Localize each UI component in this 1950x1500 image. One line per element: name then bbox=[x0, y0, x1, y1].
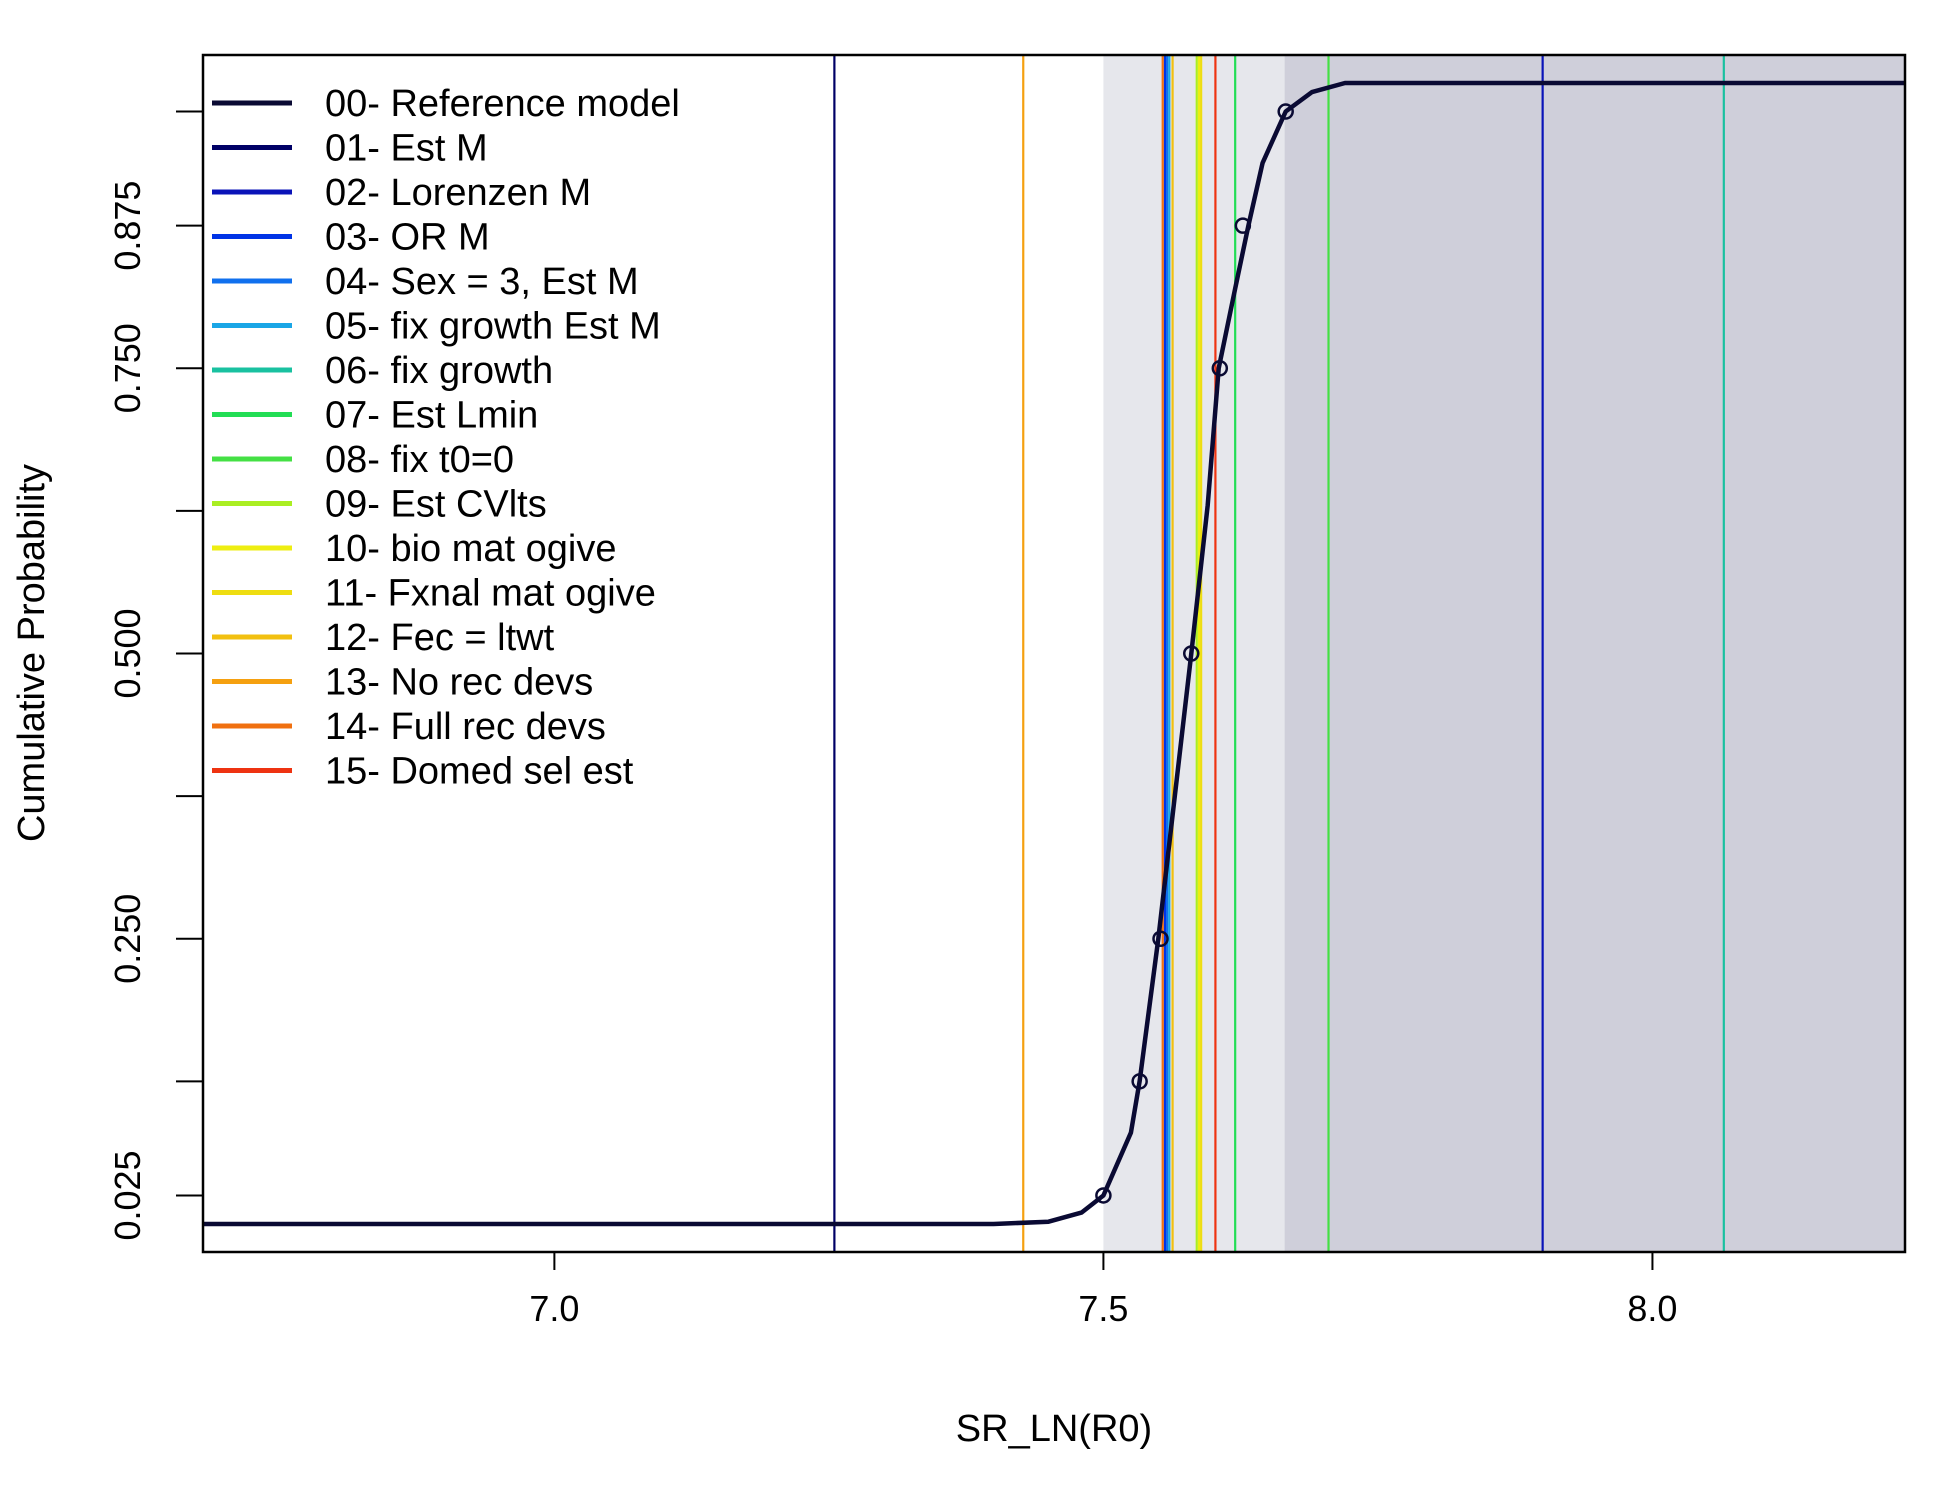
model-estimate-lines bbox=[833, 55, 1725, 1252]
x-tick-label-1: 7.5 bbox=[1078, 1288, 1128, 1329]
cdf-curve-layer bbox=[203, 80, 1905, 1227]
y-tick-label-4: 0.500 bbox=[107, 608, 148, 698]
legend-label-3: 03- OR M bbox=[325, 217, 490, 259]
y-axis: 0.025 0.250 0.500 0.750 0.875 bbox=[107, 110, 203, 1241]
quantile-point-3 bbox=[1183, 645, 1200, 662]
x-axis-label: SR_LN(R0) bbox=[956, 1408, 1152, 1450]
legend-label-5: 05- fix growth Est M bbox=[325, 306, 661, 348]
legend-label-7: 07- Est Lmin bbox=[325, 395, 538, 437]
quantile-point-0 bbox=[1095, 1187, 1112, 1204]
legend-label-9: 09- Est CVlts bbox=[325, 484, 547, 526]
quantile-point-2 bbox=[1152, 930, 1169, 947]
legend-label-6: 06- fix growth bbox=[325, 350, 553, 392]
quantile-point-6 bbox=[1277, 103, 1294, 120]
legend-label-11: 11- Fxnal mat ogive bbox=[325, 573, 656, 615]
quantile-point-5 bbox=[1234, 217, 1252, 234]
shaded-intervals bbox=[1103, 55, 1905, 1252]
legend-label-12: 12- Fec = ltwt bbox=[325, 617, 555, 659]
legend-label-10: 10- bio mat ogive bbox=[325, 528, 617, 570]
quantile-points bbox=[1095, 103, 1294, 1204]
y-tick-label-6: 0.750 bbox=[107, 323, 148, 413]
quantile-point-1 bbox=[1131, 1073, 1148, 1090]
legend-label-4: 04- Sex = 3, Est M bbox=[325, 261, 639, 303]
legend-label-1: 01- Est M bbox=[325, 128, 488, 170]
x-tick-label-2: 8.0 bbox=[1627, 1288, 1677, 1329]
legend-label-15: 15- Domed sel est bbox=[325, 751, 634, 793]
cdf-curve bbox=[203, 80, 1905, 1227]
y-tick-label-2: 0.250 bbox=[107, 894, 148, 984]
y-tick-label-7: 0.875 bbox=[107, 181, 148, 271]
shaded-interval-0 bbox=[1103, 55, 1285, 1252]
x-axis: 7.0 7.5 8.0 bbox=[529, 1252, 1677, 1329]
legend-label-2: 02- Lorenzen M bbox=[325, 172, 591, 214]
legend-label-0: 00- Reference model bbox=[325, 83, 680, 125]
legend-label-14: 14- Full rec devs bbox=[325, 706, 606, 748]
x-tick-label-0: 7.0 bbox=[529, 1288, 579, 1329]
legend-label-8: 08- fix t0=0 bbox=[325, 439, 514, 481]
y-axis-label: Cumulative Probability bbox=[11, 464, 53, 842]
legend-label-13: 13- No rec devs bbox=[325, 662, 593, 704]
y-tick-label-0: 0.025 bbox=[107, 1150, 148, 1240]
shaded-interval-1 bbox=[1284, 55, 1905, 1252]
quantile-point-4 bbox=[1211, 360, 1229, 377]
